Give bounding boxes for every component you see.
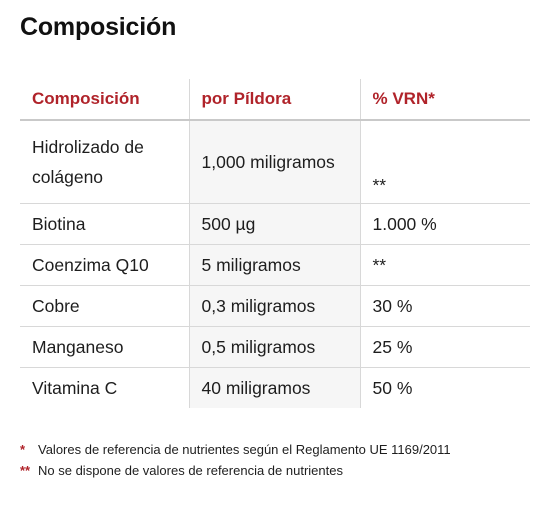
ingredient-amount: 0,5 miligramos xyxy=(188,326,360,368)
ingredient-vrn: 50 % xyxy=(359,367,530,408)
ingredient-name: Vitamina C xyxy=(20,367,189,408)
table-header-row: Composición por Píldora % VRN* xyxy=(20,79,530,121)
ingredient-name: Biotina xyxy=(20,203,189,245)
footnote-no-reference: ** No se dispone de valores de referencia… xyxy=(20,460,451,481)
table-row: Hidrolizado de colágeno 1,000 miligramos… xyxy=(20,119,530,204)
table-row: Cobre 0,3 miligramos 30 % xyxy=(20,285,530,327)
ingredient-amount: 0,3 miligramos xyxy=(188,285,360,327)
ingredient-name: Hidrolizado de colágeno xyxy=(20,119,189,204)
composition-table: Composición por Píldora % VRN* Hidroliza… xyxy=(20,79,530,408)
footnote-text: No se dispone de valores de referencia d… xyxy=(38,463,343,478)
ingredient-amount: 40 miligramos xyxy=(188,367,360,408)
header-vrn: % VRN* xyxy=(359,79,530,121)
footnote-marker: ** xyxy=(20,463,31,478)
ingredient-amount: 5 miligramos xyxy=(188,244,360,286)
table-row: Manganeso 0,5 miligramos 25 % xyxy=(20,326,530,368)
ingredient-vrn: ** xyxy=(359,119,530,204)
ingredient-name: Cobre xyxy=(20,285,189,327)
ingredient-vrn: 30 % xyxy=(359,285,530,327)
header-composition: Composición xyxy=(20,79,189,121)
ingredient-vrn: ** xyxy=(359,244,530,286)
ingredient-amount: 1,000 miligramos xyxy=(188,119,360,204)
ingredient-vrn: 25 % xyxy=(359,326,530,368)
footnote-vrn-reference: * Valores de referencia de nutrientes seg… xyxy=(20,439,451,460)
ingredient-amount: 500 µg xyxy=(188,203,360,245)
table-row: Coenzima Q10 5 miligramos ** xyxy=(20,244,530,286)
footnote-marker: * xyxy=(20,442,26,457)
table-row: Biotina 500 µg 1.000 % xyxy=(20,203,530,245)
ingredient-vrn: 1.000 % xyxy=(359,203,530,245)
header-per-pill: por Píldora xyxy=(188,79,360,121)
ingredient-name: Manganeso xyxy=(20,326,189,368)
footnote-text: Valores de referencia de nutrientes segú… xyxy=(38,442,451,457)
table-row: Vitamina C 40 miligramos 50 % xyxy=(20,367,530,408)
footnotes: * Valores de referencia de nutrientes seg… xyxy=(20,439,451,481)
page-title: Composición xyxy=(20,13,177,41)
ingredient-name: Coenzima Q10 xyxy=(20,244,189,286)
